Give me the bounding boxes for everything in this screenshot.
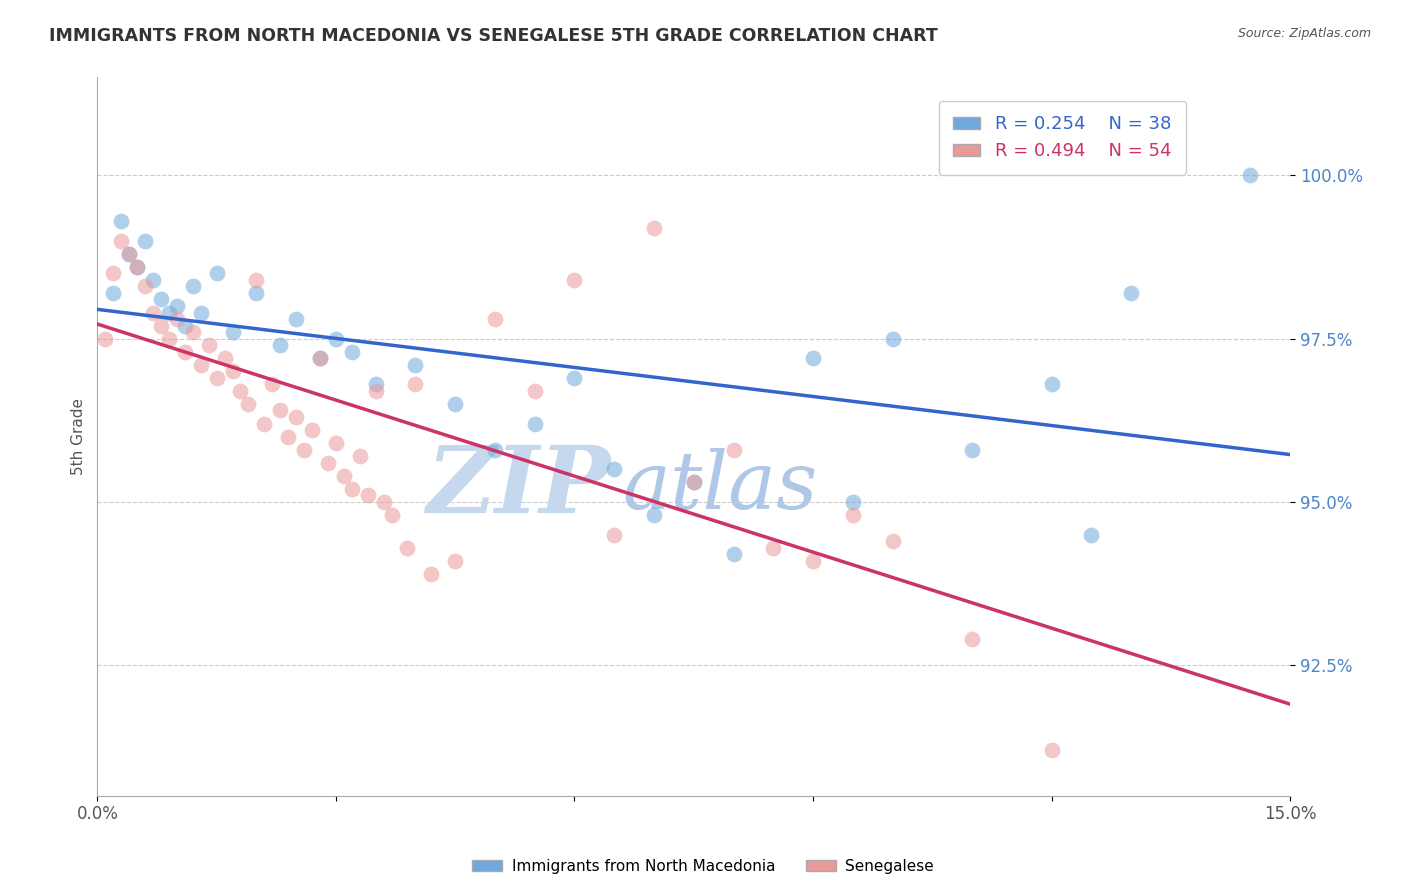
- Point: [166, 299, 188, 313]
- Point: [118, 246, 141, 260]
- Point: [301, 423, 323, 437]
- Point: [882, 332, 904, 346]
- Point: [238, 397, 260, 411]
- Point: [221, 364, 243, 378]
- Point: [381, 508, 404, 522]
- Point: [333, 468, 356, 483]
- Point: [205, 266, 228, 280]
- Point: [801, 554, 824, 568]
- Point: [190, 358, 212, 372]
- Point: [1119, 285, 1142, 300]
- Point: [396, 541, 419, 555]
- Point: [262, 377, 284, 392]
- Point: [110, 234, 132, 248]
- Point: [142, 273, 165, 287]
- Point: [1040, 743, 1063, 757]
- Point: [1040, 377, 1063, 392]
- Point: [94, 332, 117, 346]
- Point: [103, 285, 125, 300]
- Point: [643, 220, 665, 235]
- Point: [127, 260, 149, 274]
- Point: [357, 488, 380, 502]
- Point: [404, 377, 426, 392]
- Point: [1080, 527, 1102, 541]
- Point: [723, 547, 745, 561]
- Point: [842, 508, 865, 522]
- Point: [564, 371, 586, 385]
- Point: [173, 344, 195, 359]
- Point: [523, 384, 546, 398]
- Point: [149, 293, 172, 307]
- Point: [269, 338, 291, 352]
- Point: [523, 417, 546, 431]
- Point: [181, 325, 204, 339]
- Point: [309, 351, 332, 366]
- Point: [960, 442, 983, 457]
- Point: [682, 475, 704, 490]
- Point: [1239, 169, 1261, 183]
- Point: [245, 285, 267, 300]
- Point: [643, 508, 665, 522]
- Point: [245, 273, 267, 287]
- Point: [404, 358, 426, 372]
- Point: [205, 371, 228, 385]
- Point: [603, 462, 626, 476]
- Point: [364, 377, 387, 392]
- Point: [325, 332, 347, 346]
- Point: [253, 417, 276, 431]
- Point: [373, 495, 395, 509]
- Point: [118, 246, 141, 260]
- Text: Source: ZipAtlas.com: Source: ZipAtlas.com: [1237, 27, 1371, 40]
- Point: [801, 351, 824, 366]
- Point: [285, 312, 308, 326]
- Point: [316, 456, 339, 470]
- Point: [190, 305, 212, 319]
- Point: [292, 442, 315, 457]
- Point: [166, 312, 188, 326]
- Point: [269, 403, 291, 417]
- Point: [349, 449, 371, 463]
- Point: [960, 632, 983, 646]
- Point: [277, 429, 299, 443]
- Point: [221, 325, 243, 339]
- Legend: Immigrants from North Macedonia, Senegalese: Immigrants from North Macedonia, Senegal…: [465, 853, 941, 880]
- Point: [127, 260, 149, 274]
- Point: [134, 279, 156, 293]
- Point: [340, 482, 363, 496]
- Text: IMMIGRANTS FROM NORTH MACEDONIA VS SENEGALESE 5TH GRADE CORRELATION CHART: IMMIGRANTS FROM NORTH MACEDONIA VS SENEG…: [49, 27, 938, 45]
- Point: [882, 534, 904, 549]
- Point: [197, 338, 219, 352]
- Point: [157, 305, 180, 319]
- Point: [340, 344, 363, 359]
- Point: [723, 442, 745, 457]
- Point: [420, 566, 443, 581]
- Text: ZIP: ZIP: [426, 442, 610, 532]
- Point: [149, 318, 172, 333]
- Legend: R = 0.254    N = 38, R = 0.494    N = 54: R = 0.254 N = 38, R = 0.494 N = 54: [939, 101, 1185, 175]
- Point: [762, 541, 785, 555]
- Point: [134, 234, 156, 248]
- Point: [103, 266, 125, 280]
- Text: atlas: atlas: [623, 448, 817, 525]
- Point: [309, 351, 332, 366]
- Point: [484, 442, 506, 457]
- Point: [229, 384, 252, 398]
- Point: [444, 554, 467, 568]
- Point: [142, 305, 165, 319]
- Point: [173, 318, 195, 333]
- Point: [285, 409, 308, 424]
- Point: [110, 214, 132, 228]
- Point: [325, 436, 347, 450]
- Point: [603, 527, 626, 541]
- Point: [157, 332, 180, 346]
- Point: [364, 384, 387, 398]
- Point: [564, 273, 586, 287]
- Point: [214, 351, 236, 366]
- Point: [484, 312, 506, 326]
- Point: [444, 397, 467, 411]
- Y-axis label: 5th Grade: 5th Grade: [72, 398, 86, 475]
- Point: [682, 475, 704, 490]
- Point: [181, 279, 204, 293]
- Point: [842, 495, 865, 509]
